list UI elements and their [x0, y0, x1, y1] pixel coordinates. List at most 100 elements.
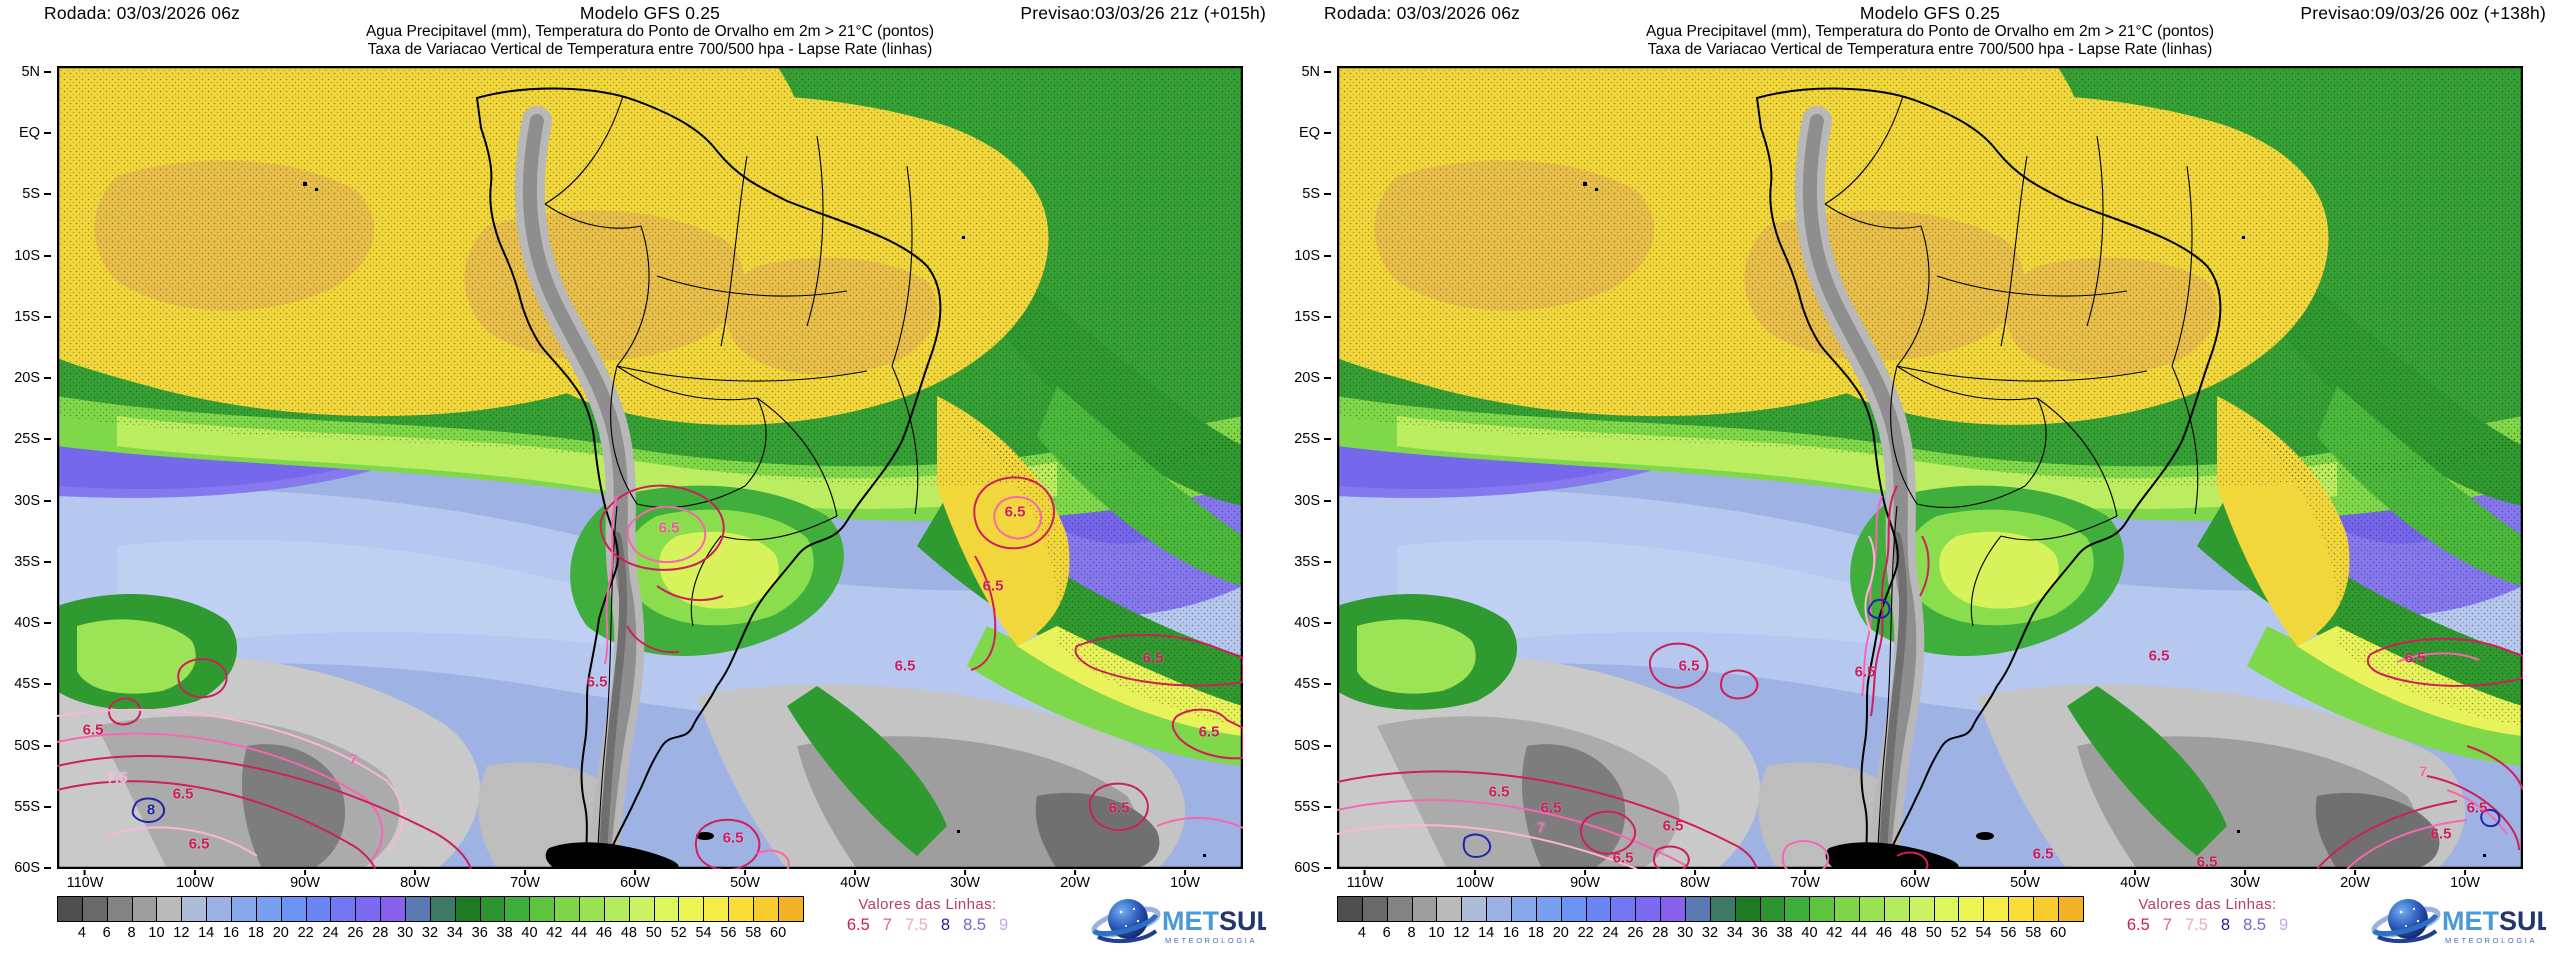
map-title-line1: Agua Precipitavel (mm), Temperatura do P…: [1645, 23, 2215, 40]
colorbar-tick: 30: [397, 925, 414, 941]
colorbar-cell: [579, 896, 605, 922]
colorbar-cell: [2033, 896, 2059, 922]
forecast-valid-label: Previsao:03/03/26 21z (+015h): [1020, 3, 1266, 23]
metsul-logo-svg: METSUL METEOROLOGIA: [2370, 889, 2553, 945]
lat-label: 25S: [1294, 431, 1331, 448]
colorbar-tick: 54: [1975, 925, 1992, 941]
lat-label: 40S: [1294, 615, 1331, 632]
forecast-panel-left: Rodada: 03/03/2026 06z Modelo GFS 0.25 P…: [0, 0, 1280, 968]
lon-label: 60W: [620, 870, 650, 891]
contour-legend-values: 6.5 7 7.5 8 8.5 9: [2095, 916, 2320, 935]
colorbar-tick: 60: [2050, 925, 2067, 941]
colorbar-cell: [1436, 896, 1463, 922]
lon-label: 100W: [1456, 870, 1494, 891]
colorbar-cell: [504, 896, 531, 922]
lon-label: 30W: [2230, 870, 2260, 891]
colorbar-cell: [1386, 896, 1413, 922]
lat-label: 25S: [14, 431, 51, 448]
colorbar-tick: 58: [745, 925, 762, 941]
colorbar-cell: [1834, 896, 1861, 922]
colorbar-tick: 40: [521, 925, 538, 941]
lat-label: 15S: [14, 308, 51, 325]
colorbar-cell: [131, 896, 158, 922]
colorbar-cell: [529, 896, 556, 922]
colorbar-tick: 28: [1652, 925, 1669, 941]
colorbar-cell: [1958, 896, 1985, 922]
colorbar-tick: 42: [1826, 925, 1843, 941]
colorbar-cell: [1511, 896, 1537, 922]
colorbar-cell: [231, 896, 257, 922]
colorbar-cell: [1486, 896, 1513, 922]
colorbar-tick: 60: [770, 925, 787, 941]
colorbar-cell: [206, 896, 233, 922]
metsul-logo-svg: METSUL METEOROLOGIA: [1090, 889, 1273, 945]
colorbar-tick: 4: [1357, 925, 1366, 941]
lat-label: 35S: [1294, 553, 1331, 570]
contour-legend-title: Valores das Linhas:: [858, 896, 997, 913]
colorbar-cell: [1883, 896, 1910, 922]
colorbar-tick: 38: [1776, 925, 1793, 941]
colorbar-tick: 50: [1925, 925, 1942, 941]
lat-label: 30S: [14, 492, 51, 509]
colorbar-cell: [355, 896, 382, 922]
metsul-logo: METSUL METEOROLOGIA: [2370, 889, 2553, 955]
logo-text-sul: SUL: [2499, 906, 2546, 936]
colorbar-cell: [1535, 896, 1562, 922]
forecast-valid-label: Previsao:09/03/26 00z (+138h): [2300, 3, 2546, 23]
colorbar-cell: [380, 896, 407, 922]
colorbar-tick: 44: [1851, 925, 1868, 941]
colorbar-cell: [57, 896, 83, 922]
colorbar-cell: [1461, 896, 1488, 922]
colorbar-cell: [1784, 896, 1811, 922]
lat-label: EQ: [19, 125, 51, 142]
lat-label: 60S: [1294, 859, 1331, 876]
colorbar-cell: [1685, 896, 1711, 922]
colorbar-tick-labels: 4 6 8 10 12 14 16 18 20 22 24 26 28 30 32 34 36 38 40 42 44 4…: [57, 925, 817, 943]
contour-legend: Valores das Linhas: 6.5 7 7.5 8 8.5 9: [815, 896, 1040, 935]
lat-label: 5S: [1302, 186, 1331, 203]
lat-label: 5S: [22, 186, 51, 203]
colorbar-cell: [106, 896, 133, 922]
colorbar-cell: [1337, 896, 1363, 922]
colorbar-cell: [1709, 896, 1736, 922]
model-label: Modelo GFS 0.25: [579, 3, 721, 23]
run-label: Rodada: 03/03/2026 06z: [1324, 3, 1521, 23]
colorbar-cell: [1908, 896, 1935, 922]
colorbar-tick: 26: [1627, 925, 1644, 941]
colorbar-tick: 52: [670, 925, 687, 941]
colorbar-tick: 20: [272, 925, 289, 941]
map-title-line2: Taxa de Variacao Vertical de Temperatura…: [1647, 41, 2213, 58]
lon-label: 40W: [2120, 870, 2150, 891]
colorbar-tick: 56: [720, 925, 737, 941]
longitude-axis: 110W 100W 90W 80W 70W 60W 50W 40W 30W 20W 10W: [1337, 870, 2523, 892]
colorbar-cell: [255, 896, 282, 922]
metsul-planet-icon: [1092, 899, 1161, 941]
lat-label: 50S: [1294, 737, 1331, 754]
lat-label: 20S: [1294, 370, 1331, 387]
lon-label: 100W: [176, 870, 214, 891]
weather-map: 6.5 6.5 6.5 6.5 7 6.5 6.5 6.5 7 6.5 6.5 6.5 6.5 6.5: [1337, 66, 2523, 871]
logo-text: METSUL: [1162, 906, 1266, 936]
colorbar-tick: 22: [1577, 925, 1594, 941]
colorbar-cell: [2057, 896, 2084, 922]
colorbar-tick: 24: [322, 925, 339, 941]
colorbar-tick: 32: [421, 925, 439, 941]
lon-label: 110W: [1347, 870, 1384, 891]
lat-label: 5N: [1301, 64, 1331, 80]
colorbar-tick: 44: [571, 925, 588, 941]
logo-subtext: METEOROLOGIA: [1165, 936, 1257, 945]
contour-legend-title: Valores das Linhas:: [2138, 896, 2277, 913]
lat-label: 55S: [1294, 798, 1331, 815]
colorbar-tick: 4: [77, 925, 86, 941]
lat-label: 5N: [21, 64, 51, 80]
map-base-raster: [1337, 66, 2523, 869]
logo-text-met: MET: [2442, 906, 2500, 936]
lat-label: 15S: [1294, 308, 1331, 325]
precipitable-water-map: [1337, 66, 2523, 869]
colorbar-cell: [603, 896, 630, 922]
colorbar-tick: 38: [496, 925, 513, 941]
lon-label: 30W: [950, 870, 980, 891]
map-base-raster: [57, 66, 1243, 869]
legend-value: 8.5: [2243, 916, 2266, 934]
colorbar-cell: [1983, 896, 2010, 922]
